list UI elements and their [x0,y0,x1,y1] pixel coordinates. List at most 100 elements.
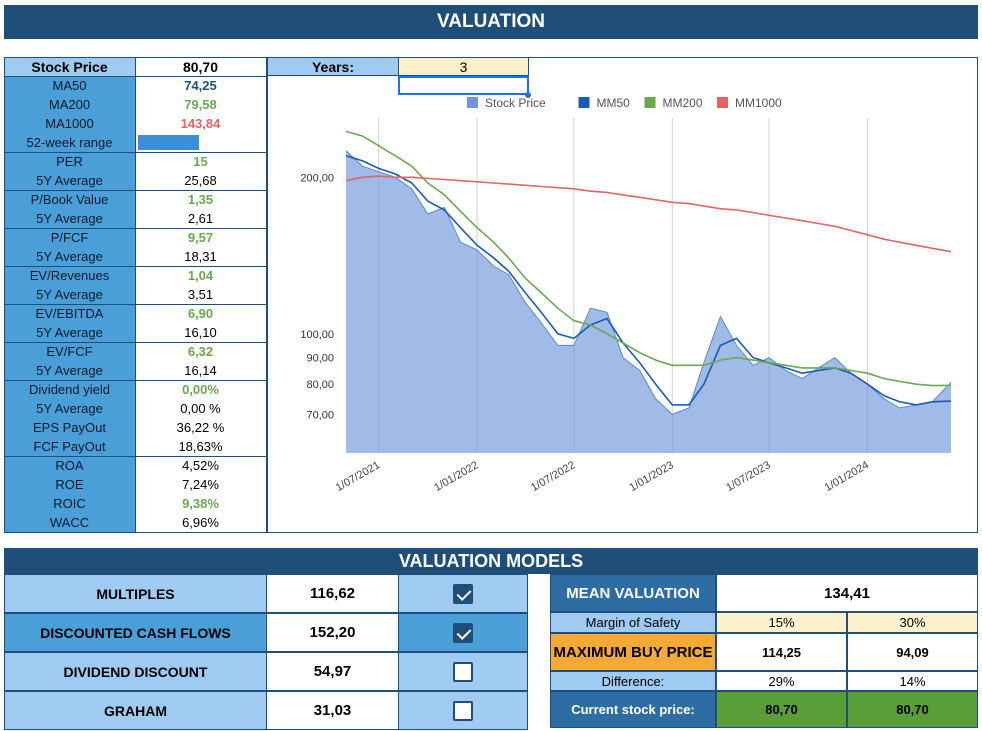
metrics-column-divider [135,380,136,457]
mm50-line [345,154,952,406]
valuation-models-header: VALUATION MODELS [4,548,978,574]
legend-swatch [644,97,656,108]
years-label: Years: [267,57,398,76]
metrics-column-divider [135,342,136,381]
roe-label: ROE [4,475,135,494]
evebitda-avg-label: 5Y Average [4,323,135,342]
legend-label: MM50 [597,96,631,110]
evebitda-avg-value: 16,10 [135,323,266,342]
y-tick-label: 70,00 [306,409,334,421]
checkbox-checked-icon[interactable] [453,583,473,604]
metrics-column-divider [135,76,136,153]
evrev-avg-value: 3,51 [135,285,266,304]
pfcf-label: P/FCF [4,228,135,247]
y-tick-label: 80,00 [306,379,334,391]
legend-label: MM1000 [735,96,782,110]
y-tick-label: 100,00 [300,329,334,341]
pbv-label: P/Book Value [4,190,135,209]
stock-price-label: Stock Price [4,57,135,76]
per-label: PER [4,152,135,171]
wacc-value: 6,96% [135,513,266,532]
model-label: DISCOUNTED CASH FLOWS [4,613,267,652]
eps-payout-label: EPS PayOut [4,418,135,437]
legend-label: Stock Price [485,96,546,110]
legend-label: MM200 [663,96,703,110]
model-checkbox-cell [398,652,528,691]
range52-value [135,133,266,152]
fcf-payout-value: 18,63% [135,437,266,456]
range52-label: 52-week range [4,133,135,152]
metrics-column-divider [135,57,136,77]
margin-15-input[interactable]: 15% [716,612,847,633]
pbv-avg-value: 2,61 [135,209,266,228]
ma50-label: MA50 [4,76,135,95]
x-tick-label: 1/07/2021 [334,459,382,494]
evfcf-avg-label: 5Y Average [4,361,135,380]
evrev-avg-label: 5Y Average [4,285,135,304]
ma1000-value: 143,84 [135,114,266,133]
model-label: MULTIPLES [4,574,267,613]
chart-series [345,130,952,453]
margin-30-input[interactable]: 30% [847,612,978,633]
checkbox-unchecked-icon[interactable] [453,700,473,721]
chart-y-axis: 200,00 100,00 90,00 80,00 70,00 [300,172,334,421]
legend-swatch [717,97,728,108]
roa-value: 4,52% [135,456,266,475]
checkbox-checked-icon[interactable] [453,622,473,643]
evebitda-value: 6,90 [135,304,266,323]
wacc-label: WACC [4,513,135,532]
evrev-label: EV/Revenues [4,266,135,285]
x-tick-label: 1/01/2024 [823,459,871,494]
evfcf-avg-value: 16,14 [135,361,266,380]
div-avg-value: 0,00 % [135,399,266,418]
model-value: 116,62 [267,574,398,613]
evebitda-label: EV/EBITDA [4,304,135,323]
eps-payout-value: 36,22 % [135,418,266,437]
margin-of-safety-label: Margin of Safety [550,612,716,633]
div-label: Dividend yield [4,380,135,399]
fcf-payout-label: FCF PayOut [4,437,135,456]
x-tick-label: 1/01/2023 [627,459,675,494]
metrics-column-divider [135,152,136,191]
div-value: 0,00% [135,380,266,399]
ma50-value: 74,25 [135,76,266,95]
mm200-line [345,130,952,387]
y-tick-label: 90,00 [306,353,334,365]
max-buy-15-value: 114,25 [716,633,847,671]
years-selection-box[interactable] [398,76,529,95]
page-title: VALUATION [436,11,545,32]
div-avg-label: 5Y Average [4,399,135,418]
model-value: 152,20 [267,613,398,652]
max-buy-30-value: 94,09 [847,633,978,671]
pfcf-avg-value: 18,31 [135,247,266,266]
pfcf-avg-label: 5Y Average [4,247,135,266]
per-value: 15 [135,152,266,171]
x-tick-label: 1/07/2023 [724,459,772,494]
selection-handle[interactable] [525,92,531,98]
52-week-range-bar [138,135,199,150]
valuation-header: VALUATION [4,5,978,39]
legend-swatch [578,97,590,108]
difference-30-value: 14% [847,671,978,691]
ma1000-label: MA1000 [4,114,135,133]
evrev-value: 1,04 [135,266,266,285]
per-avg-value: 25,68 [135,171,266,190]
pbv-avg-label: 5Y Average [4,209,135,228]
difference-label: Difference: [550,671,716,691]
roic-label: ROIC [4,494,135,513]
mean-valuation-value: 134,41 [716,574,978,612]
roe-value: 7,24% [135,475,266,494]
model-value: 54,97 [267,652,398,691]
maximum-buy-price-label: MAXIMUM BUY PRICE [550,633,716,671]
checkbox-unchecked-icon[interactable] [453,661,473,682]
chart-legend: Stock Price MM50 MM200 MM1000 [467,96,782,110]
current-price-15-value: 80,70 [716,691,847,728]
chart-x-axis: 1/07/2021 1/01/2022 1/07/2022 1/01/2023 1/07… [334,459,871,494]
model-label: DIVIDEND DISCOUNT [4,652,267,691]
metrics-column-divider [135,266,136,305]
roa-label: ROA [4,456,135,475]
pfcf-value: 9,57 [135,228,266,247]
evfcf-label: EV/FCF [4,342,135,361]
model-checkbox-cell [398,613,528,652]
